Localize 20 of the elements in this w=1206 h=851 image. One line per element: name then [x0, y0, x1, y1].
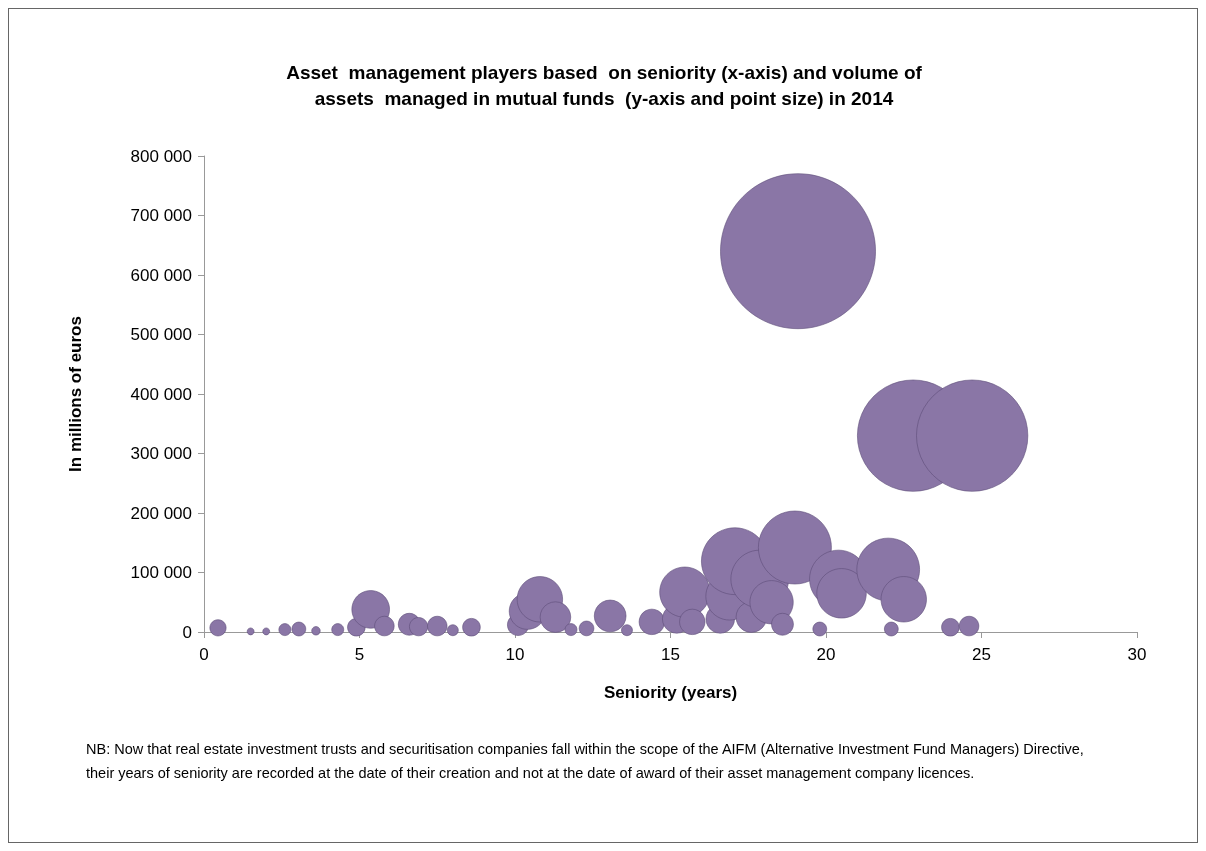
x-tick-label: 0 [199, 645, 209, 664]
x-tick-label: 10 [505, 645, 525, 664]
x-axis-title: Seniority (years) [603, 683, 738, 702]
y-axis-title: In millions of euros [66, 316, 85, 472]
y-tick-label: 700 000 [130, 206, 192, 225]
x-tick-label: 15 [661, 645, 680, 664]
x-tick-label: 30 [1127, 645, 1147, 664]
chart-title: Asset management players based on seniority (x-axis) and volume of assets managed in mutual funds (y-axis and point size) in 2014 [286, 61, 923, 109]
x-tick-label: 25 [972, 645, 991, 664]
x-tick-label: 20 [816, 645, 836, 664]
text: NB: Now that real estate investment trusts and securitisation companies fall within the scope of the AIFM (Alternative Investment Fund Managers) Directive, their years of seniority are recorded at the date of their creation and not at the date of award of their asset management company licences. [86, 740, 1085, 783]
y-tick-label: 200 000 [130, 503, 192, 523]
y-tick-label: 100 000 [130, 563, 192, 582]
y-tick-label: 800 000 [130, 146, 192, 166]
x-tick-label: 5 [354, 645, 365, 664]
y-tick-label: 400 000 [130, 384, 192, 404]
y-tick-label: 500 000 [130, 325, 192, 344]
y-tick-label: 0 [182, 622, 192, 642]
y-tick-label: 300 000 [130, 444, 192, 463]
y-tick-label: 600 000 [130, 265, 192, 285]
